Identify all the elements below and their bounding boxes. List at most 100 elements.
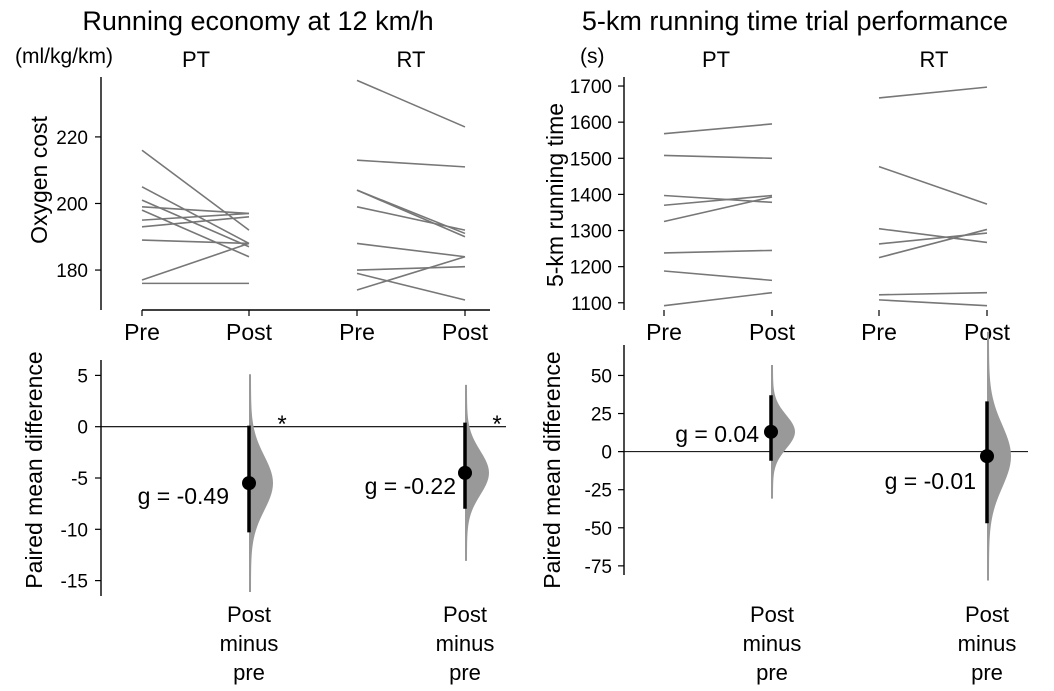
unit-left: (ml/kg/km) xyxy=(15,45,113,68)
paired-line xyxy=(356,206,466,231)
paired-line xyxy=(141,216,250,228)
paired-line xyxy=(141,212,250,221)
ytick-label: 1500 xyxy=(570,149,612,170)
svg-text:minus: minus xyxy=(220,631,279,656)
ytick-label: 180 xyxy=(56,261,88,282)
contrast-label-right-rt: Post minus pre xyxy=(958,602,1017,685)
paired-line xyxy=(141,186,250,245)
unit-right: (s) xyxy=(580,45,605,68)
mean-difference-point xyxy=(764,424,778,439)
bootstrap-distribution xyxy=(771,364,795,499)
group-label-pt-right: PT xyxy=(702,47,730,72)
paired-line xyxy=(878,228,988,259)
contrast-label-left-rt: Post minus pre xyxy=(436,602,495,685)
svg-text:Post: Post xyxy=(443,602,487,627)
ytick-label: 50 xyxy=(591,366,612,387)
mean-difference-point xyxy=(242,476,256,491)
ytick-label: -15 xyxy=(61,572,88,593)
svg-text:Post: Post xyxy=(227,602,271,627)
svg-text:minus: minus xyxy=(958,631,1017,656)
xtick-label-post: Post xyxy=(749,319,796,345)
ylabel-running-time: 5-km running time xyxy=(542,103,568,287)
ytick-label: 200 xyxy=(56,194,88,215)
effect-size-label: g = -0.01 xyxy=(885,468,976,494)
ytick-label: 25 xyxy=(591,405,612,426)
group-label-rt-right: RT xyxy=(920,47,949,72)
effect-size-label: g = -0.49 xyxy=(138,483,229,509)
svg-text:pre: pre xyxy=(233,660,265,685)
xtick-label-post: Post xyxy=(442,319,489,345)
ytick-label: -25 xyxy=(585,481,612,502)
paired-line xyxy=(878,227,988,244)
xtick-label-pre: Pre xyxy=(339,319,375,345)
paired-line xyxy=(141,239,250,245)
paired-line xyxy=(141,242,250,281)
ytick-label: 220 xyxy=(56,128,88,149)
significance-star: * xyxy=(492,411,501,438)
mean-difference-point xyxy=(980,449,994,464)
paired-line xyxy=(663,291,773,307)
bootstrap-distribution xyxy=(987,331,1011,581)
ytick-label: 0 xyxy=(77,418,88,439)
paired-line xyxy=(356,255,466,291)
significance-star: * xyxy=(277,411,286,438)
paired-line xyxy=(141,149,250,231)
paired-line xyxy=(141,206,250,215)
contrast-label-right-pt: Post minus pre xyxy=(743,602,802,685)
paired-line xyxy=(356,265,466,271)
paired-line xyxy=(663,123,773,135)
title-right: 5-km running time trial performance xyxy=(582,6,1008,36)
paired-line xyxy=(356,189,466,238)
svg-text:pre: pre xyxy=(971,660,1003,685)
paired-line xyxy=(878,232,988,245)
paired-line xyxy=(356,79,466,128)
ytick-label: 5 xyxy=(77,366,88,387)
ytick-label: 1300 xyxy=(570,222,612,243)
ylabel-paired-diff-left: Paired mean difference xyxy=(21,351,47,588)
ytick-label: 1700 xyxy=(570,77,612,98)
svg-text:pre: pre xyxy=(449,660,481,685)
xtick-label-pre: Pre xyxy=(124,319,160,345)
mean-difference-point xyxy=(458,465,472,480)
group-label-pt-left: PT xyxy=(182,47,210,72)
marks-layer: g = -0.49 * g = -0.22 * g = 0.04 g = -0.01 xyxy=(138,79,1011,593)
paired-line xyxy=(878,291,988,296)
paired-line xyxy=(356,159,466,168)
paired-line xyxy=(878,165,988,205)
ytick-label: -10 xyxy=(61,520,88,541)
xtick-label-post: Post xyxy=(226,319,273,345)
paired-line xyxy=(878,299,988,307)
svg-text:minus: minus xyxy=(743,631,802,656)
svg-text:Post: Post xyxy=(965,602,1009,627)
ytick-label: 1400 xyxy=(570,185,612,206)
xtick-label-pre: Pre xyxy=(646,319,682,345)
paired-line xyxy=(663,154,773,160)
effect-size-label: g = -0.22 xyxy=(365,473,456,499)
ytick-label: -75 xyxy=(585,557,612,578)
paired-line xyxy=(878,86,988,99)
paired-line xyxy=(356,242,466,258)
ylabel-paired-diff-right: Paired mean difference xyxy=(539,351,565,588)
paired-line xyxy=(356,272,466,301)
svg-text:pre: pre xyxy=(756,660,788,685)
contrast-label-left-pt: Post minus pre xyxy=(220,602,279,685)
ytick-label: 0 xyxy=(601,443,612,464)
ylabel-oxygen-cost: Oxygen cost xyxy=(26,115,52,243)
paired-line xyxy=(663,196,773,223)
xtick-label-pre: Pre xyxy=(861,319,897,345)
group-label-rt-left: RT xyxy=(397,47,426,72)
effect-size-label: g = 0.04 xyxy=(675,421,759,447)
ytick-label: -5 xyxy=(71,469,88,490)
bootstrap-distribution xyxy=(249,374,273,593)
ytick-label: 1600 xyxy=(570,113,612,134)
title-left: Running economy at 12 km/h xyxy=(82,6,433,36)
ytick-label: 1100 xyxy=(571,294,612,315)
bootstrap-distribution xyxy=(465,384,489,561)
svg-text:Post: Post xyxy=(750,602,794,627)
ytick-label: -50 xyxy=(585,519,612,540)
paired-line xyxy=(663,194,773,207)
paired-line xyxy=(663,270,773,282)
ytick-label: 1200 xyxy=(570,258,612,279)
paired-line xyxy=(663,249,773,254)
